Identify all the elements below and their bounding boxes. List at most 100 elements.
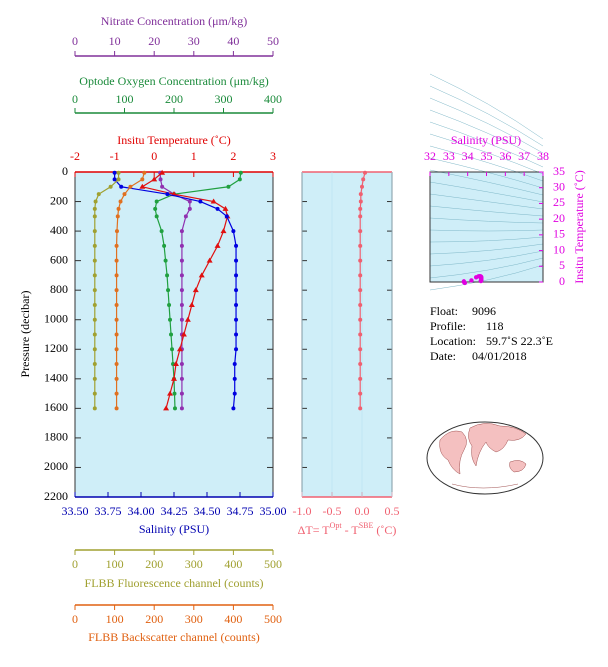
profile-marker bbox=[171, 375, 177, 381]
x-tick-label: 400 bbox=[224, 612, 242, 626]
x-tick-label: 32 bbox=[424, 149, 436, 163]
x-tick-label: 33.75 bbox=[95, 504, 122, 518]
x-tick-label: 10 bbox=[109, 34, 121, 48]
profile-marker bbox=[172, 391, 177, 396]
info-label: Location: bbox=[430, 334, 476, 348]
y-tick-label: 10 bbox=[553, 242, 565, 256]
profile-marker bbox=[172, 406, 177, 411]
density-contour bbox=[429, 133, 544, 175]
profile-marker bbox=[114, 362, 119, 367]
x-tick-label: 34.75 bbox=[227, 504, 254, 518]
x-axis-title-part: Opt bbox=[330, 521, 343, 530]
x-tick-label: -1 bbox=[110, 149, 120, 163]
profile-marker bbox=[192, 287, 199, 293]
profile-marker bbox=[215, 206, 220, 211]
profile-marker bbox=[140, 177, 145, 182]
delta-marker bbox=[358, 376, 363, 381]
profile-marker bbox=[92, 229, 97, 234]
profile-marker bbox=[214, 242, 221, 248]
profile-marker bbox=[232, 376, 237, 381]
density-contour bbox=[429, 85, 544, 147]
density-contour bbox=[429, 73, 544, 140]
profile-marker bbox=[179, 273, 184, 278]
profile-marker bbox=[92, 376, 97, 381]
density-contour bbox=[429, 145, 544, 182]
profile-marker bbox=[139, 183, 146, 189]
profile-marker bbox=[184, 316, 191, 322]
x-tick-label: 0 bbox=[151, 149, 157, 163]
profile-marker bbox=[114, 302, 119, 307]
delta-marker bbox=[358, 406, 363, 411]
density-contour bbox=[429, 250, 544, 267]
profile-marker bbox=[160, 184, 165, 189]
profile-marker bbox=[114, 229, 119, 234]
x-tick-label: 36 bbox=[499, 149, 511, 163]
x-tick-label: 50 bbox=[267, 34, 279, 48]
profile-marker bbox=[114, 347, 119, 352]
x-tick-label: 0 bbox=[72, 34, 78, 48]
world-map bbox=[426, 421, 544, 495]
profile-marker bbox=[179, 376, 184, 381]
x-axis-title: FLBB Fluorescence channel (counts) bbox=[85, 576, 264, 590]
x-tick-label: 37 bbox=[518, 149, 530, 163]
delta-marker bbox=[361, 177, 366, 182]
info-value: 04/01/2018 bbox=[472, 349, 527, 363]
profile-marker bbox=[154, 214, 159, 219]
x-tick-label: 200 bbox=[145, 612, 163, 626]
x-tick-label: 400 bbox=[224, 557, 242, 571]
profile-marker bbox=[179, 288, 184, 293]
profile-marker bbox=[210, 198, 217, 204]
profile-marker bbox=[153, 206, 158, 211]
delta-marker bbox=[358, 362, 363, 367]
x-tick-label: 300 bbox=[185, 612, 203, 626]
x-tick-label: 34 bbox=[462, 149, 474, 163]
profile-marker bbox=[92, 206, 97, 211]
profile-marker bbox=[179, 317, 184, 322]
profile-marker bbox=[234, 317, 239, 322]
y-tick-label: 30 bbox=[553, 179, 565, 193]
profile-marker bbox=[92, 302, 97, 307]
density-contour bbox=[429, 109, 544, 161]
profile-marker bbox=[179, 243, 184, 248]
y-axis-title: Insitu Temperature (˚C) bbox=[572, 170, 586, 284]
delta-marker bbox=[360, 184, 364, 189]
x-tick-label: 33.50 bbox=[62, 504, 89, 518]
profile-marker bbox=[231, 229, 236, 234]
profile-marker bbox=[92, 317, 97, 322]
x-axis-title: Salinity (PSU) bbox=[139, 522, 209, 536]
density-contour bbox=[429, 97, 544, 154]
delta-marker bbox=[358, 229, 363, 234]
y-tick-label: 400 bbox=[50, 223, 68, 237]
x-axis-title: Insitu Temperature (˚C) bbox=[117, 133, 231, 147]
y-tick-label: 0 bbox=[62, 164, 68, 178]
delta-marker bbox=[358, 347, 363, 352]
ts-point bbox=[469, 278, 474, 283]
x-tick-label: 400 bbox=[264, 92, 282, 106]
profile-marker bbox=[167, 302, 172, 307]
profile-marker bbox=[92, 273, 97, 278]
y-tick-label: 1200 bbox=[44, 341, 68, 355]
profile-marker bbox=[198, 199, 203, 204]
delta-marker bbox=[358, 332, 363, 337]
delta-marker bbox=[358, 273, 363, 278]
profile-marker bbox=[158, 177, 163, 182]
delta-marker bbox=[358, 206, 363, 211]
x-axis-title-part: ΔT= T bbox=[298, 523, 331, 537]
x-axis-title: Nitrate Concentration (μm/kg) bbox=[101, 14, 247, 28]
profile-marker bbox=[163, 405, 170, 411]
profile-marker bbox=[187, 206, 192, 211]
profile-marker bbox=[226, 184, 231, 189]
profile-marker bbox=[92, 332, 97, 337]
info-label: Float: bbox=[430, 304, 458, 318]
profile-marker bbox=[114, 273, 119, 278]
profile-marker bbox=[128, 184, 133, 189]
x-tick-label: 0 bbox=[72, 612, 78, 626]
profile-marker bbox=[234, 302, 239, 307]
delta-marker bbox=[358, 391, 363, 396]
x-tick-label: 200 bbox=[165, 92, 183, 106]
profile-marker bbox=[112, 170, 117, 175]
info-label: Profile: bbox=[430, 319, 466, 333]
density-contour bbox=[429, 121, 544, 168]
profile-marker bbox=[115, 214, 120, 219]
profile-marker bbox=[162, 243, 167, 248]
